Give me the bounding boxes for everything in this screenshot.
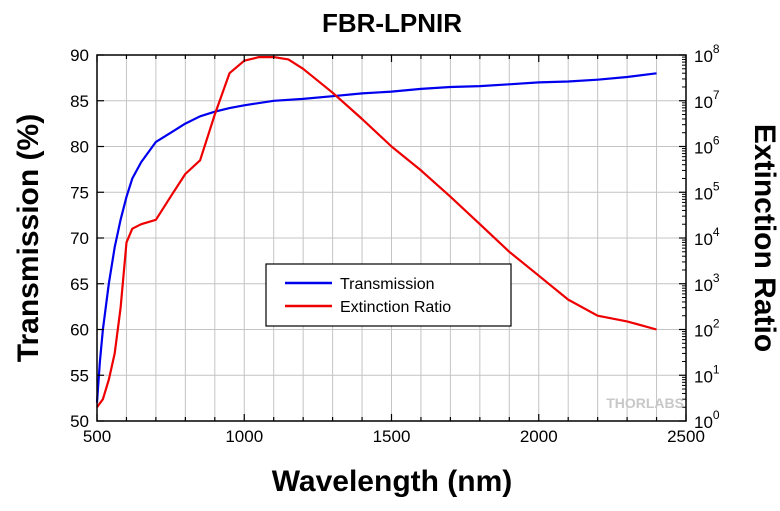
x-tick-label: 1000 (225, 427, 263, 446)
series-line-extinction-ratio (96, 55, 657, 408)
y-tick-labels: 50 55 60 65 70 75 80 85 90 (70, 46, 89, 431)
x-tick-label: 1500 (373, 427, 411, 446)
y-tick-label: 80 (70, 138, 89, 157)
series-line-transmission (95, 72, 657, 403)
y2-tick-label: 107 (694, 88, 720, 112)
y2-tick-label: 100 (694, 408, 720, 432)
y2-tick-label: 106 (694, 134, 720, 158)
y-tick-label: 85 (70, 92, 89, 111)
legend-box (265, 263, 512, 327)
y-tick-label: 65 (70, 275, 89, 294)
y-tick-label: 50 (70, 412, 89, 431)
y-tick-label: 70 (70, 229, 89, 248)
chart-title: FBR-LPNIR (322, 8, 462, 38)
y-tick-label: 55 (70, 366, 89, 385)
legend-label-extinction-ratio: Extinction Ratio (340, 299, 451, 316)
x-tick-label: 2500 (667, 427, 705, 446)
y2-tick-label: 102 (694, 317, 720, 341)
y2-axis-title: Extinction Ratio (748, 124, 780, 352)
y2-tick-label: 104 (694, 225, 720, 249)
y2-tick-label: 101 (694, 362, 720, 386)
series-layer (95, 55, 657, 408)
y-axis-title: Transmission (%) (12, 114, 45, 362)
x-axis-title: Wavelength (nm) (272, 465, 513, 498)
x-tick-labels: 500 1000 1500 2000 2500 (83, 427, 705, 446)
legend: Transmission Extinction Ratio (265, 263, 512, 327)
y-tick-label: 90 (70, 46, 89, 65)
grid (96, 54, 687, 422)
y2-tick-label: 105 (694, 179, 720, 203)
y-tick-label: 75 (70, 183, 89, 202)
x-tick-label: 2000 (520, 427, 558, 446)
y-tick-label: 60 (70, 321, 89, 340)
axis-ticks (96, 54, 687, 422)
y2-tick-label: 108 (694, 42, 720, 66)
y2-tick-labels: 100 101 102 103 104 105 106 107 108 (694, 42, 720, 432)
x-tick-label: 500 (83, 427, 111, 446)
y2-tick-label: 103 (694, 271, 720, 295)
legend-label-transmission: Transmission (340, 276, 435, 293)
watermark-logo: THORLABS (606, 395, 684, 411)
